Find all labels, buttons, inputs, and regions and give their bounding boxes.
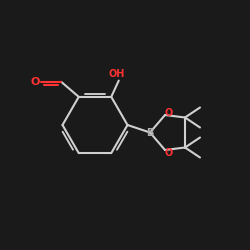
Text: O: O bbox=[164, 108, 173, 118]
Text: O: O bbox=[164, 148, 173, 158]
Text: O: O bbox=[30, 77, 40, 87]
Text: OH: OH bbox=[108, 69, 124, 79]
Text: B: B bbox=[146, 128, 154, 138]
